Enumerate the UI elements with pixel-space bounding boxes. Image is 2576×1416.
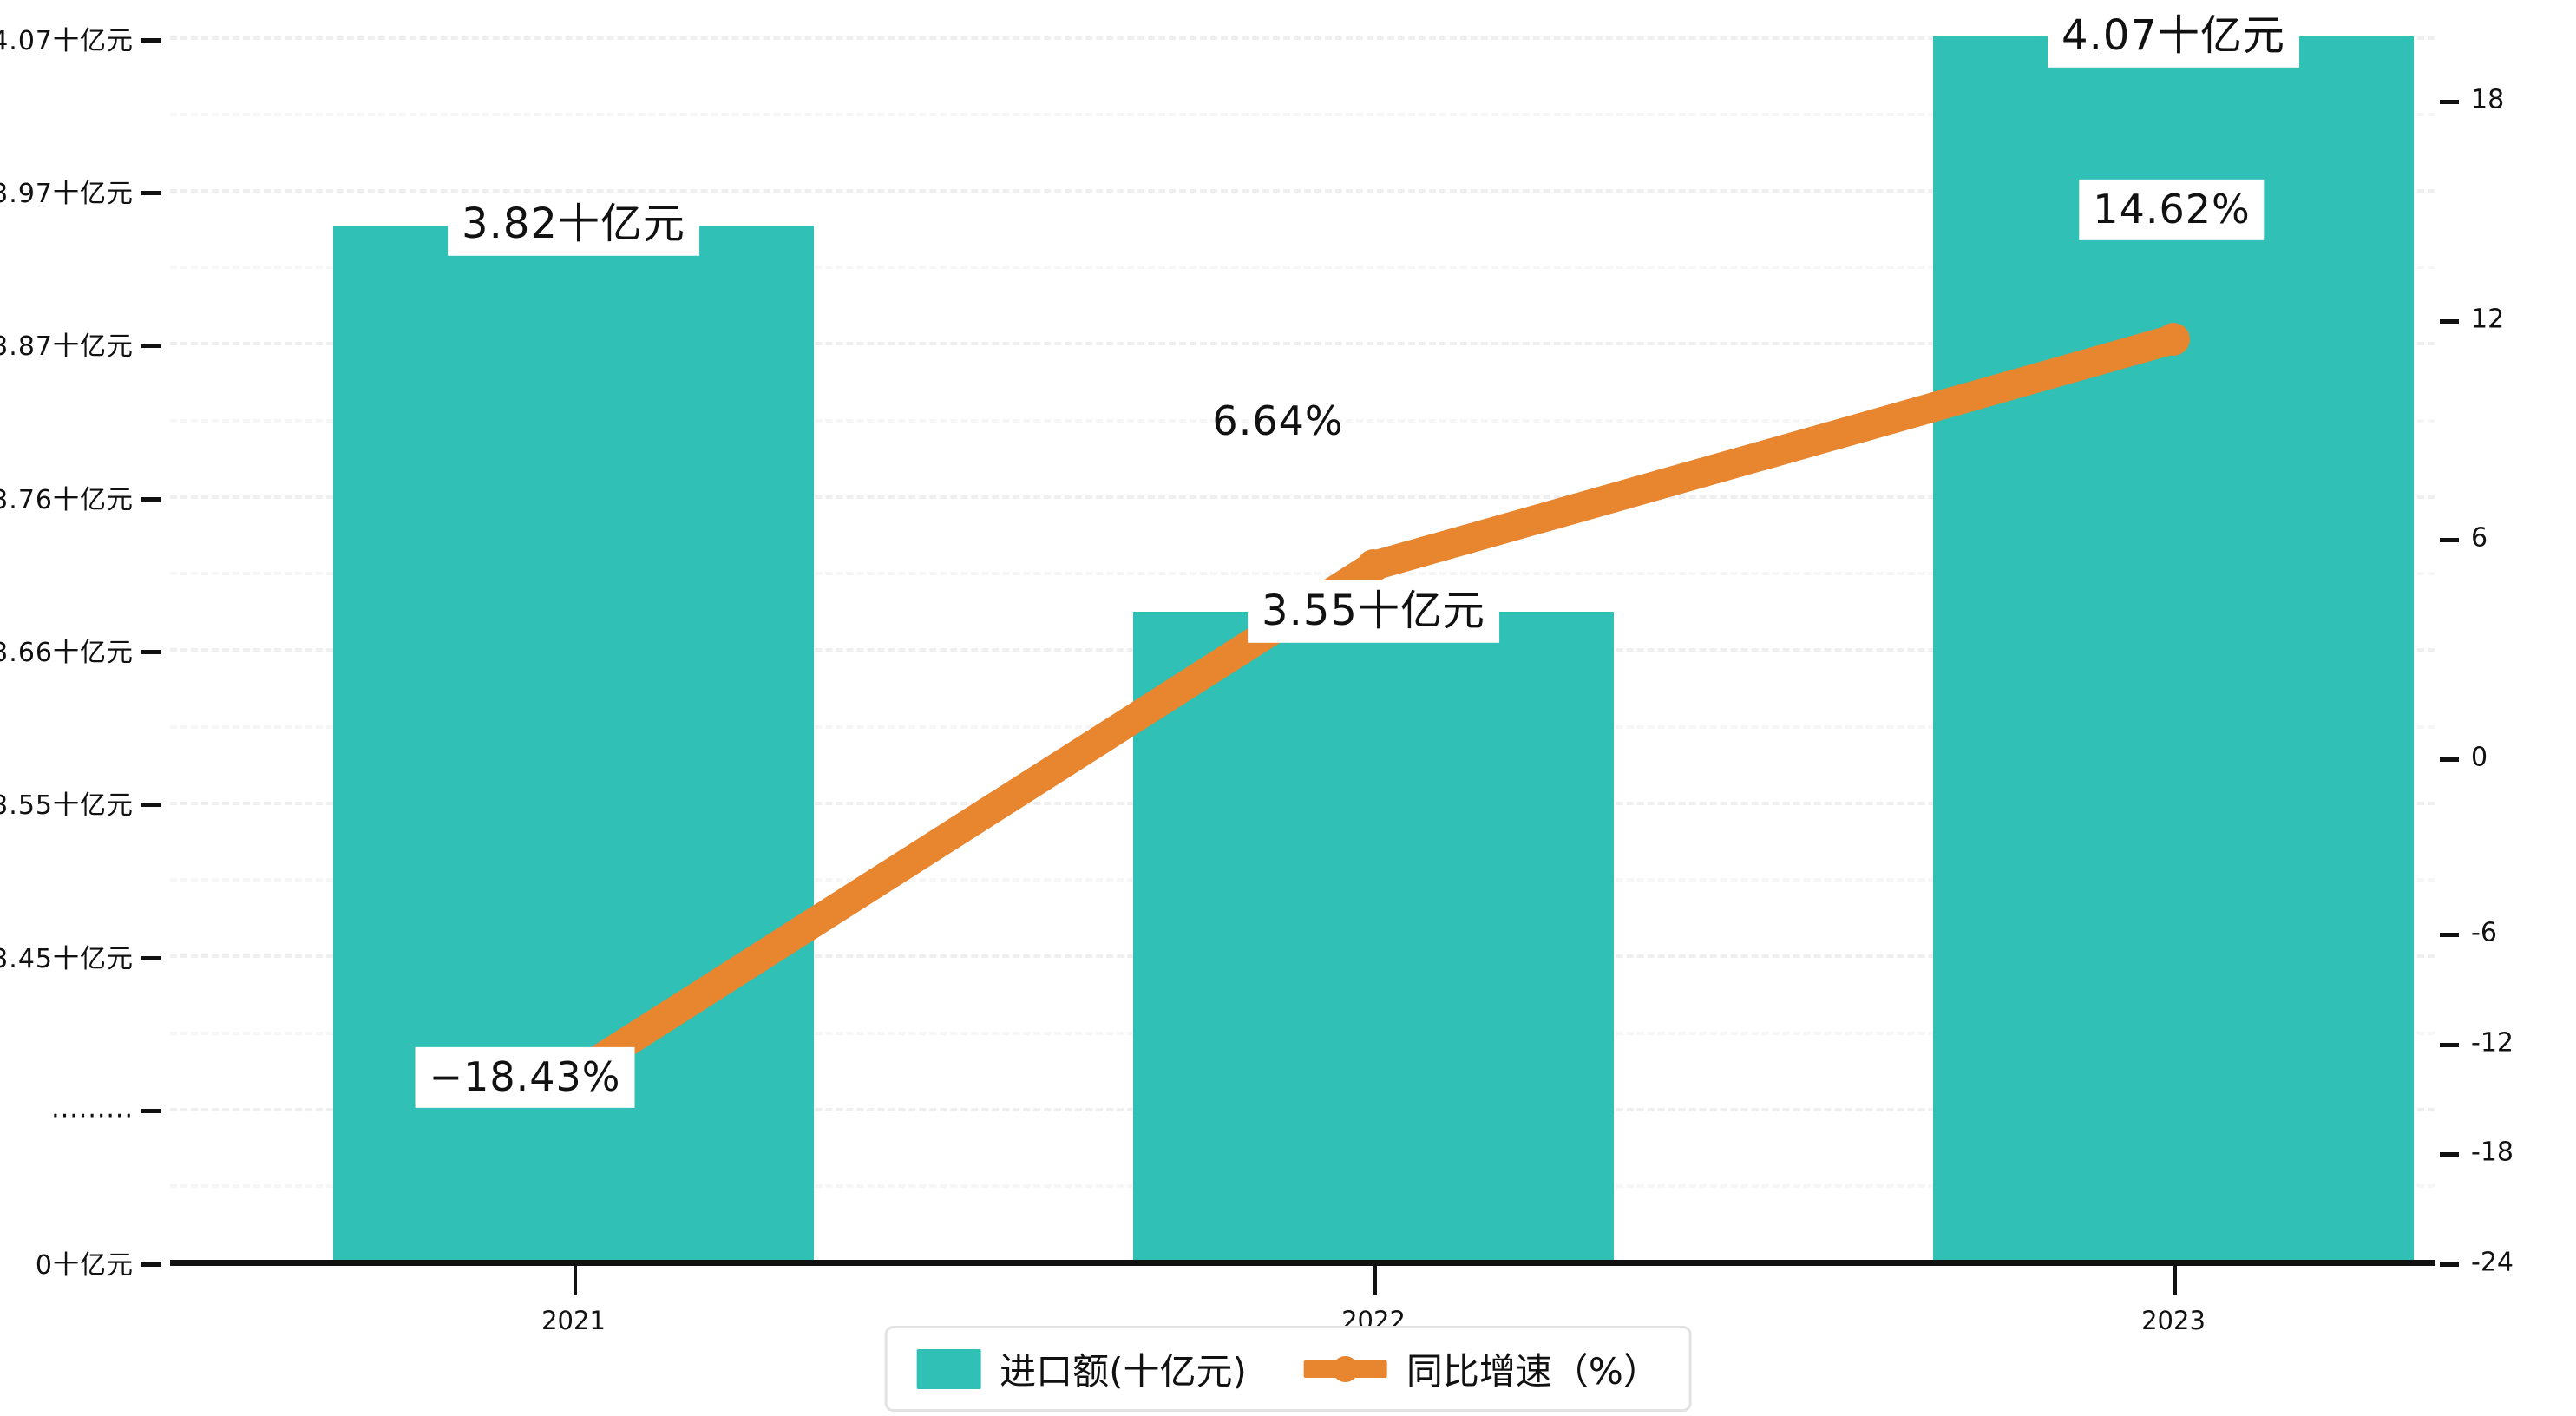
bar-value-label-2023: 4.07十亿元: [2048, 4, 2299, 69]
tick-right: [2440, 933, 2459, 937]
y-axis-left-label: 0十亿元: [35, 1250, 134, 1281]
legend-label: 进口额(十亿元): [1000, 1350, 1247, 1393]
tick-right: [2440, 100, 2459, 104]
y-axis-left-label: .........: [51, 1093, 134, 1124]
gridline-minor: [170, 266, 2435, 269]
tick-left: [141, 38, 161, 43]
line-value-label-2021: −18.43%: [415, 1046, 635, 1109]
tick-right: [2440, 1152, 2459, 1157]
y-axis-left-label: 3.87十亿元: [0, 331, 134, 362]
gridline-minor: [170, 113, 2435, 116]
tick-left: [141, 497, 161, 502]
y-axis-right-label: -24: [2471, 1247, 2514, 1278]
y-axis-left-label: 3.66十亿元: [0, 638, 134, 668]
tick-left: [141, 1262, 161, 1267]
tick-left: [141, 344, 161, 348]
bar-swatch-icon: [916, 1348, 981, 1389]
y-axis-right-label: 12: [2471, 304, 2505, 335]
tick-x: [574, 1266, 577, 1295]
tick-left: [141, 1109, 161, 1113]
legend-item-import-value[interactable]: 进口额(十亿元): [916, 1342, 1247, 1395]
tick-right: [2440, 1043, 2459, 1047]
bar-2022[interactable]: [1133, 612, 1614, 1262]
tick-right: [2440, 757, 2459, 762]
tick-left: [141, 956, 161, 960]
tick-right: [2440, 319, 2459, 324]
y-axis-left-label: 3.76十亿元: [0, 485, 134, 515]
line-marker-swatch-icon: [1303, 1349, 1387, 1389]
tick-left: [141, 803, 161, 807]
tick-x: [2173, 1266, 2177, 1295]
y-axis-right-label: 18: [2471, 84, 2505, 115]
x-axis-spine: [170, 1260, 2435, 1266]
x-axis-label-2021: 2021: [541, 1306, 606, 1335]
y-axis-left-label: 4.07十亿元: [0, 26, 134, 56]
y-axis-left-label: 3.97十亿元: [0, 179, 134, 209]
y-axis-right-label: -12: [2471, 1027, 2514, 1059]
tick-right: [2440, 1262, 2459, 1267]
legend-label: 同比增速（%）: [1406, 1350, 1660, 1393]
y-axis-right-label: -6: [2471, 917, 2497, 948]
tick-right: [2440, 538, 2459, 542]
tick-left: [141, 650, 161, 654]
bar-value-label-2022: 3.55十亿元: [1248, 580, 1499, 644]
y-axis-right-label: 0: [2471, 742, 2488, 773]
y-axis-left-label: 3.55十亿元: [0, 790, 134, 821]
legend-item-growth-rate[interactable]: 同比增速（%）: [1303, 1342, 1660, 1395]
y-axis-right-label: -18: [2471, 1137, 2514, 1168]
bar-value-label-2021: 3.82十亿元: [448, 193, 699, 257]
line-value-label-2023: 14.62%: [2079, 179, 2265, 241]
x-axis-label-2023: 2023: [2141, 1306, 2206, 1335]
y-axis-left-label: 3.45十亿元: [0, 944, 134, 974]
y-axis-right-label: 6: [2471, 522, 2488, 554]
line-value-label-2022: 6.64%: [1212, 397, 1344, 444]
tick-left: [141, 191, 161, 195]
chart-legend: 进口额(十亿元) 同比增速（%）: [884, 1326, 1692, 1412]
tick-x: [1373, 1266, 1377, 1295]
gridline-major: [170, 189, 2435, 193]
gridline-major: [170, 36, 2435, 40]
